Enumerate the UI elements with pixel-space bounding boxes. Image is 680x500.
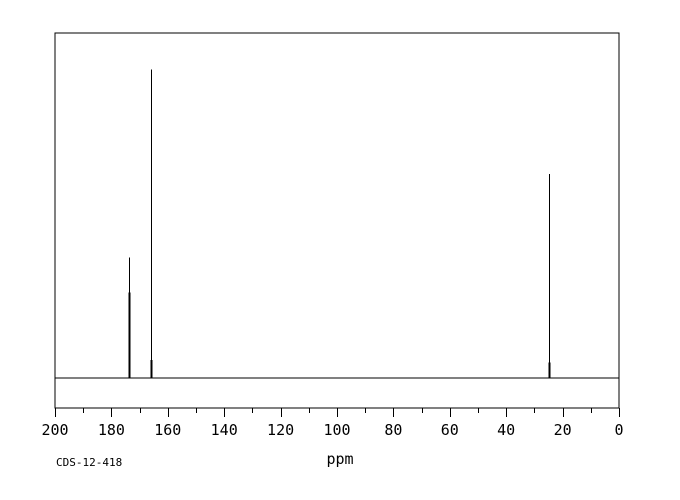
- axis-tick-label: 180: [98, 421, 125, 439]
- axis-tick-label: 40: [497, 421, 515, 439]
- axis-tick-label: 60: [441, 421, 459, 439]
- axis-tick-label: 140: [211, 421, 238, 439]
- axis-tick-label: 200: [41, 421, 68, 439]
- axis-tick-label: 120: [267, 421, 294, 439]
- sample-caption: CDS-12-418: [56, 456, 122, 469]
- axis-ticks-group: [54, 408, 621, 417]
- peaks-group: [128, 69, 551, 378]
- x-axis-title: ppm: [326, 450, 353, 468]
- axis-tick-label: 100: [323, 421, 350, 439]
- axis-tick-label: 80: [384, 421, 402, 439]
- plot-frame-rect: [54, 32, 620, 409]
- axis-tick-label: 160: [154, 421, 181, 439]
- axis-tick-label: 20: [554, 421, 572, 439]
- plot-frame: [54, 32, 620, 409]
- axis-tick-labels-group: 200 180 160 140 120 100 80 60 40 20 0: [41, 421, 623, 439]
- axis-tick-label: 0: [614, 421, 623, 439]
